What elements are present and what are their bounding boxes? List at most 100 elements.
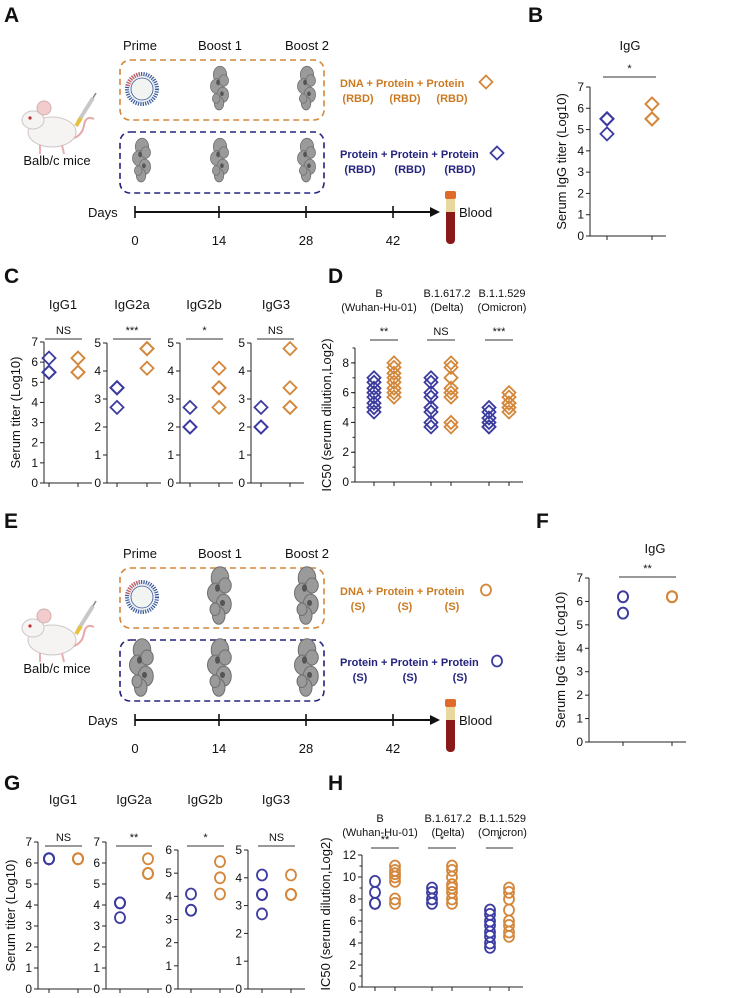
syringe-icon <box>74 92 97 128</box>
dna-group-data-point <box>142 867 154 880</box>
protein-shade <box>220 599 225 607</box>
dna-group-data-point <box>443 419 459 435</box>
boost2-label: Boost 2 <box>285 546 329 561</box>
protein-group-data-point <box>185 903 197 917</box>
significance-label: *** <box>493 326 507 338</box>
spike-protein-icon <box>129 638 154 697</box>
protein-lobe <box>218 649 232 666</box>
y-tick-label: 6 <box>342 386 349 400</box>
protein-group-data-point <box>369 897 381 910</box>
dna-group-antigen: (RBD) <box>436 93 467 105</box>
y-tick-label: 2 <box>94 420 101 434</box>
chart-panel-d-5: 0 2 4 6 8 IC50 (serum dilution,Log2) ** B (Wuhan… <box>319 288 526 492</box>
protein-group-data-point <box>481 419 497 435</box>
protein-group-data-point <box>253 419 269 435</box>
group-label: (Omicron) <box>478 302 527 314</box>
dna-group-data-point <box>644 111 660 127</box>
protein-group-data-point <box>366 404 382 420</box>
chart-panel-g-10: 0 1 2 3 4 5 IgG3 NS <box>235 792 305 996</box>
panel-letter-b: B <box>528 4 543 27</box>
y-tick-label: 3 <box>576 665 583 679</box>
protein-group-data-point <box>481 419 497 435</box>
protein-lobe <box>134 165 143 176</box>
dna-group-data-point <box>211 360 227 376</box>
significance-label: * <box>202 325 207 337</box>
y-tick-label: 5 <box>235 843 242 857</box>
dna-group-data-point <box>282 399 298 416</box>
dna-group-legend-marker <box>478 74 494 90</box>
dna-group-data-point <box>139 340 155 357</box>
protein-lobe <box>305 577 319 594</box>
protein-shade <box>303 151 307 158</box>
y-tick-label: 4 <box>576 641 583 655</box>
y-tick-label: 7 <box>576 571 583 585</box>
spike-protein-icon <box>294 566 319 625</box>
syringe-icon <box>74 600 97 636</box>
timeline-day-label: 14 <box>212 233 226 248</box>
protein-group-antigen: (S) <box>453 672 468 684</box>
dna-group-data-point <box>443 380 459 396</box>
protein-lobe <box>212 165 221 176</box>
y-tick-label: 7 <box>31 335 38 349</box>
dna-group-data-point <box>214 871 226 885</box>
protein-group-data-point <box>114 911 126 924</box>
y-tick-label: 0 <box>238 476 245 490</box>
y-tick-label: 4 <box>94 364 101 378</box>
mouse-icon <box>21 608 95 663</box>
protein-shade <box>142 163 146 169</box>
dna-group-data-point <box>389 897 401 910</box>
protein-group-data-point <box>484 908 496 921</box>
y-axis-label: IC50 (serum dilution,Log2) <box>319 338 334 491</box>
protein-shade <box>302 656 307 664</box>
timeline-day-label: 42 <box>386 741 400 756</box>
y-tick-label: 6 <box>93 856 100 870</box>
dna-group-data-point <box>386 355 402 371</box>
y-tick-label: 7 <box>577 80 584 94</box>
y-tick-label: 1 <box>167 448 174 462</box>
protein-group-data-point <box>423 399 439 416</box>
spike-protein-icon <box>207 638 232 697</box>
protein-group-data-point <box>423 370 439 386</box>
protein-group-antigen: (RBD) <box>344 164 375 176</box>
y-tick-label: 2 <box>31 436 38 450</box>
timeline-day-label: 42 <box>386 233 400 248</box>
y-tick-label: 6 <box>165 843 172 857</box>
y-tick-label: 6 <box>576 594 583 608</box>
dna-group-data-point <box>389 892 401 906</box>
y-tick-label: 2 <box>577 186 584 200</box>
protein-group-data-point <box>109 380 125 396</box>
dna-group-data-point <box>446 859 458 873</box>
dna-group-data-point <box>70 364 86 380</box>
dna-group-data-point <box>142 852 154 866</box>
timeline-day-label: 14 <box>212 741 226 756</box>
significance-label: NS <box>268 325 283 337</box>
y-tick-label: 2 <box>576 688 583 702</box>
group-label: B.1.617.2 <box>423 288 470 300</box>
y-tick-label: 3 <box>31 416 38 430</box>
protein-group-data-point <box>481 399 497 416</box>
days-label: Days <box>88 713 118 728</box>
dna-group-data-point <box>285 868 297 882</box>
dna-group-data-point <box>282 340 298 357</box>
protein-group-data-point <box>109 380 125 396</box>
dna-group-data-point <box>389 859 401 873</box>
protein-lobe <box>305 74 316 87</box>
y-tick-label: 4 <box>165 889 172 903</box>
dna-group-data-point <box>70 350 86 366</box>
dna-group-data-point <box>644 96 660 112</box>
significance-label: ** <box>643 563 652 575</box>
protein-group-data-point <box>599 111 615 127</box>
y-tick-label: 0 <box>167 476 174 490</box>
y-tick-label: 7 <box>25 835 32 849</box>
protein-shade <box>216 151 220 158</box>
vaccination-schematic: Prime Boost 1 Boost 2 Balb/c mice DNA + Prot… <box>21 546 503 756</box>
y-axis-label: Serum IgG titer (Log10) <box>554 93 569 230</box>
dna-group-data-point <box>644 111 660 127</box>
y-tick-label: 5 <box>165 866 172 880</box>
y-tick-label: 2 <box>165 936 172 950</box>
dna-group-data-point <box>386 365 402 382</box>
protein-lobe <box>212 93 221 104</box>
group-label: (Delta) <box>431 827 464 839</box>
protein-shade <box>307 91 311 97</box>
y-tick-label: 3 <box>167 392 174 406</box>
